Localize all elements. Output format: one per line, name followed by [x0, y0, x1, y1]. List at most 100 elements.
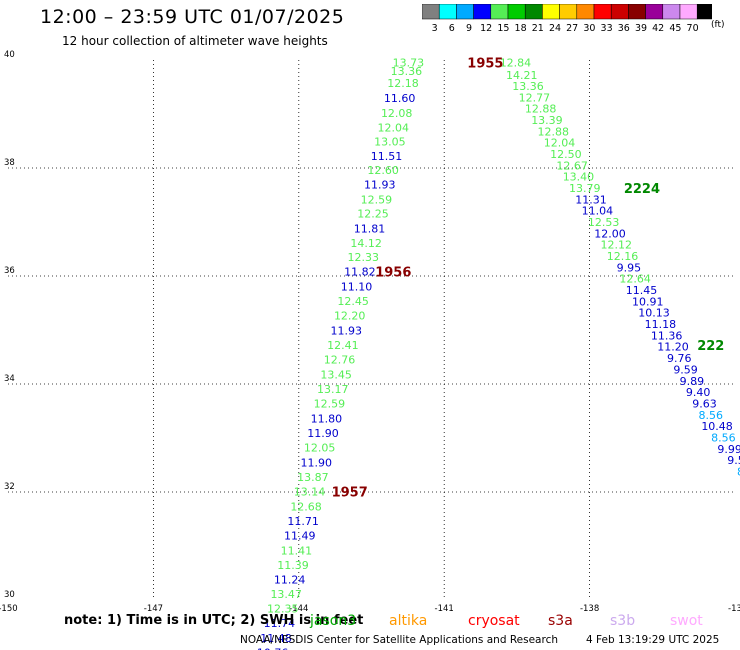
swh-value: 9.89: [680, 375, 705, 388]
y-tick-label: 30: [4, 590, 15, 600]
swh-value: 11.74: [264, 617, 296, 630]
swh-value: 11.71: [287, 515, 319, 528]
swh-value: 13.45: [320, 368, 352, 381]
swh-value: 8.56: [711, 431, 736, 444]
swh-value: 11.93: [364, 179, 396, 192]
swh-value: 11.48: [260, 632, 292, 645]
footer-timestamp: 4 Feb 13:19:29 UTC 2025: [586, 634, 720, 646]
swh-value: 12.84: [500, 57, 532, 70]
time-label: 1957: [332, 485, 368, 500]
swh-value: 13.79: [569, 182, 601, 195]
time-label: 1956: [375, 266, 411, 281]
legend-label: 24: [549, 23, 561, 34]
y-tick-label: 32: [4, 482, 15, 492]
swh-value: 11.39: [277, 559, 309, 572]
swh-value: 12.50: [550, 148, 582, 161]
legend-label: 70: [687, 23, 699, 34]
legend-label: 39: [635, 23, 647, 34]
swh-value: 11.04: [582, 205, 614, 218]
page-subtitle: 12 hour collection of altimeter wave hei…: [62, 34, 328, 48]
swh-value: 12.68: [290, 501, 322, 514]
satellite-s3b: s3b: [610, 613, 636, 629]
page-title: 12:00 – 23:59 UTC 01/07/2025: [40, 6, 345, 28]
legend-label: 18: [515, 23, 527, 34]
swh-value: 9.59: [673, 363, 698, 376]
legend-label: 9: [466, 23, 472, 34]
swh-value: 11.31: [575, 193, 607, 206]
swh-value: 9.76: [667, 352, 692, 365]
swh-value: 11.60: [384, 92, 416, 105]
satellite-swot: swot: [670, 613, 703, 629]
x-tick-label: -144: [289, 604, 308, 614]
swh-value: 12.67: [556, 159, 588, 172]
swh-value: 12.41: [327, 339, 359, 352]
swh-value: 13.36: [391, 65, 423, 78]
y-tick-label: 36: [4, 266, 15, 276]
legend-label: 33: [601, 23, 613, 34]
swh-value: 11.41: [281, 544, 313, 557]
swh-value: 12.53: [588, 216, 620, 229]
swh-value: 11.49: [284, 530, 316, 543]
swh-value: 11.45: [626, 284, 658, 297]
footer-note: note: 1) Time is in UTC; 2) SWH is in fe…: [64, 613, 364, 628]
swh-value: 13.39: [531, 114, 563, 127]
satellite-jason3: jason3: [310, 613, 357, 629]
swh-value: 12.59: [314, 397, 346, 410]
swh-value: 14.21: [506, 69, 538, 82]
swh-value: 12.05: [304, 442, 336, 455]
legend-label: 27: [566, 23, 578, 34]
satellite-s3a: s3a: [548, 613, 573, 629]
legend-label: 30: [583, 23, 595, 34]
swh-value: 13.47: [270, 588, 302, 601]
legend-label: 15: [497, 23, 509, 34]
swh-value: 11.82: [344, 266, 376, 279]
swh-value: 11.20: [657, 341, 689, 354]
swh-value: 12.45: [337, 295, 369, 308]
swh-value: 11.10: [341, 280, 373, 293]
swh-value: 12.12: [601, 239, 633, 252]
swh-value: 11.90: [300, 456, 332, 469]
x-tick-label: -13: [728, 604, 740, 614]
swh-value: 12.88: [538, 125, 570, 138]
swh-value: 12.04: [378, 122, 410, 135]
swh-value: 8.56: [699, 409, 724, 422]
x-tick-label: -138: [580, 604, 599, 614]
swh-value: 12.76: [324, 354, 356, 367]
swh-value: 11.90: [307, 427, 339, 440]
legend-label: 36: [618, 23, 630, 34]
swh-value: 11.18: [645, 318, 677, 331]
swh-value: 11.24: [274, 573, 306, 586]
swh-value: 13.17: [317, 383, 349, 396]
swh-value: 12.25: [357, 207, 389, 220]
legend-label: 12: [480, 23, 492, 34]
swh-value: 12.64: [619, 273, 651, 286]
swh-value: 9.99: [717, 443, 740, 456]
swh-value: 13.87: [297, 471, 329, 484]
swh-value: 12.35: [267, 603, 299, 616]
swh-value: 9.40: [686, 386, 711, 399]
swh-value: 10.48: [701, 420, 733, 433]
legend-label: 42: [652, 23, 664, 34]
swh-value: 13.36: [512, 80, 544, 93]
footer-credit: NOAA/NESDIS Center for Satellite Applica…: [240, 634, 558, 646]
swh-value: 9.95: [617, 261, 642, 274]
swh-value: 11.36: [651, 329, 683, 342]
swh-value: 10.76: [257, 646, 289, 650]
swh-value: 8.: [737, 465, 740, 478]
swh-value: 9.5: [727, 454, 740, 467]
swh-value: 12.33: [348, 251, 380, 264]
legend-label: 21: [532, 23, 544, 34]
swh-value: 14.12: [350, 237, 382, 250]
y-tick-label: 40: [4, 50, 15, 60]
swh-value: 10.13: [638, 307, 670, 320]
swh-value: 11.51: [371, 150, 403, 163]
y-tick-label: 38: [4, 158, 15, 168]
swh-value: 12.16: [607, 250, 639, 263]
swh-value: 11.80: [311, 413, 343, 426]
legend-label: 6: [449, 23, 455, 34]
satellite-altika: altika: [389, 613, 428, 629]
swh-value: 12.20: [334, 309, 366, 322]
legend-label: 45: [669, 23, 681, 34]
swh-value: 12.88: [525, 103, 557, 116]
